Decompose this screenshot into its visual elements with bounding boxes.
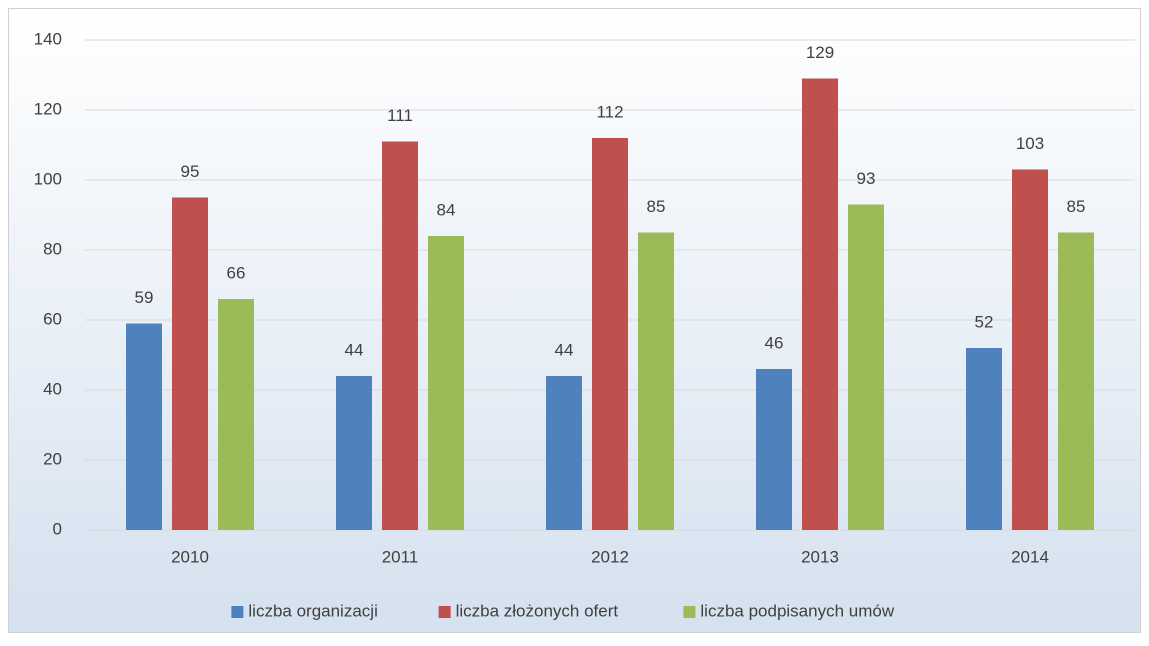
y-tick-label: 60 <box>43 309 62 328</box>
bar <box>1012 169 1048 530</box>
bar <box>336 376 372 530</box>
bar <box>218 299 254 530</box>
data-label: 46 <box>765 333 784 352</box>
y-tick-label: 40 <box>43 379 62 398</box>
data-label: 95 <box>181 162 200 181</box>
bar <box>126 323 162 530</box>
y-tick-label: 20 <box>43 449 62 468</box>
legend-swatch <box>231 606 244 618</box>
data-label: 112 <box>596 102 623 121</box>
y-tick-label: 140 <box>34 29 62 48</box>
legend-swatch <box>438 606 451 618</box>
data-label: 85 <box>647 197 666 216</box>
legend-swatch <box>683 606 696 618</box>
data-label: 103 <box>1016 134 1044 153</box>
y-tick-label: 120 <box>34 99 62 118</box>
bar <box>848 204 884 530</box>
bar <box>802 78 838 530</box>
data-label: 93 <box>857 169 876 188</box>
bar <box>172 197 208 530</box>
x-tick-label: 2010 <box>171 547 209 566</box>
data-label: 85 <box>1067 197 1086 216</box>
data-label: 44 <box>555 340 574 359</box>
data-label: 84 <box>437 200 456 219</box>
x-tick-label: 2012 <box>591 547 629 566</box>
y-tick-label: 0 <box>53 519 62 538</box>
y-tick-label: 100 <box>34 169 62 188</box>
bar <box>546 376 582 530</box>
bar <box>966 348 1002 530</box>
legend-label: liczba złożonych ofert <box>456 601 619 620</box>
data-label: 52 <box>975 312 994 331</box>
bar <box>756 369 792 530</box>
bar <box>592 138 628 530</box>
data-label: 66 <box>227 263 246 282</box>
legend-label: liczba organizacji <box>248 601 377 620</box>
data-label: 111 <box>387 106 413 125</box>
bar <box>382 141 418 530</box>
legend-label: liczba podpisanych umów <box>700 601 894 620</box>
data-label: 129 <box>806 43 834 62</box>
data-label: 59 <box>135 288 154 307</box>
bar <box>1058 232 1094 530</box>
x-tick-label: 2011 <box>382 547 419 566</box>
x-tick-label: 2013 <box>801 547 839 566</box>
y-tick-label: 80 <box>43 239 62 258</box>
x-tick-label: 2014 <box>1011 547 1049 566</box>
data-label: 44 <box>345 340 364 359</box>
bar <box>638 232 674 530</box>
bar <box>428 236 464 530</box>
